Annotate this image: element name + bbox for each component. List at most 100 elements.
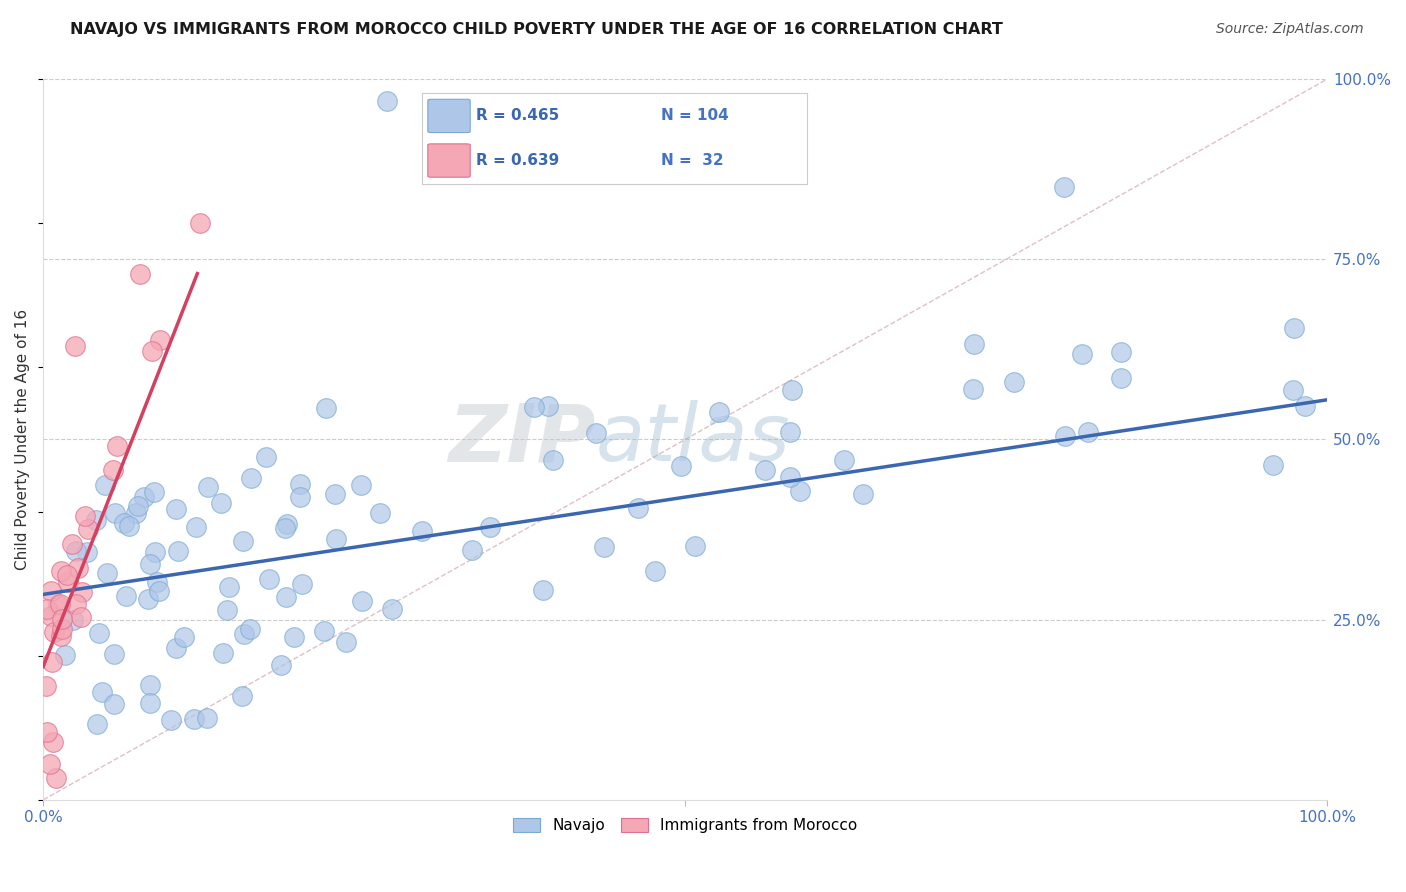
Point <box>139 557 162 571</box>
Point <box>1053 180 1076 194</box>
Point <box>69 609 91 624</box>
Point <box>288 491 311 505</box>
Point <box>335 635 357 649</box>
Text: NAVAJO VS IMMIGRANTS FROM MOROCCO CHILD POVERTY UNDER THE AGE OF 16 CORRELATION : NAVAJO VS IMMIGRANTS FROM MOROCCO CHILD … <box>70 22 1002 37</box>
Point <box>51 611 73 625</box>
Point <box>148 583 170 598</box>
Point <box>669 459 692 474</box>
Point <box>142 484 165 499</box>
Point <box>239 623 262 637</box>
Legend: Navajo, Immigrants from Morocco: Navajo, Immigrants from Morocco <box>506 812 863 839</box>
Point <box>136 591 159 606</box>
Point <box>132 490 155 504</box>
Point <box>541 452 564 467</box>
Point <box>232 627 254 641</box>
Point <box>65 339 87 353</box>
Point <box>1282 321 1305 335</box>
Point <box>411 524 433 539</box>
Point <box>593 540 616 554</box>
Point <box>231 689 253 703</box>
Point <box>84 513 107 527</box>
Point <box>644 565 666 579</box>
Point <box>349 477 371 491</box>
Point <box>461 543 484 558</box>
Point <box>118 519 141 533</box>
Point <box>291 577 314 591</box>
Point <box>325 532 347 546</box>
Point <box>276 516 298 531</box>
Point <box>56 567 79 582</box>
Point <box>65 543 87 558</box>
Point <box>125 506 148 520</box>
Point <box>488 101 510 115</box>
Point <box>352 594 374 608</box>
Y-axis label: Child Poverty Under the Age of 16: Child Poverty Under the Age of 16 <box>15 309 30 570</box>
Point <box>183 712 205 726</box>
Point <box>707 405 730 419</box>
Point <box>218 580 240 594</box>
Point <box>48 597 70 611</box>
Point <box>1053 429 1076 443</box>
Point <box>288 476 311 491</box>
Point <box>259 572 281 586</box>
Point <box>1109 344 1132 359</box>
Point <box>195 711 218 725</box>
Point <box>60 537 83 551</box>
Point <box>537 400 560 414</box>
Point <box>215 603 238 617</box>
Point <box>523 400 546 414</box>
Point <box>103 463 125 477</box>
Point <box>138 678 160 692</box>
Point <box>370 506 392 520</box>
Point <box>240 471 263 485</box>
Point <box>96 566 118 580</box>
Point <box>685 539 707 553</box>
Point <box>143 545 166 559</box>
Point <box>48 599 70 613</box>
Point <box>312 624 335 638</box>
Point <box>585 425 607 440</box>
Point <box>627 500 650 515</box>
Point <box>75 509 97 524</box>
Point <box>76 522 98 536</box>
Point <box>93 477 115 491</box>
Point <box>254 450 277 464</box>
Point <box>127 500 149 514</box>
Point <box>852 487 875 501</box>
Point <box>76 545 98 559</box>
Point <box>188 216 211 230</box>
Point <box>1077 425 1099 440</box>
Point <box>478 520 501 534</box>
Point <box>1282 383 1305 397</box>
Point <box>1294 400 1316 414</box>
Point <box>103 697 125 711</box>
Point <box>45 771 67 785</box>
Point <box>104 506 127 520</box>
Point <box>197 480 219 494</box>
Point <box>323 486 346 500</box>
Point <box>211 647 233 661</box>
Point <box>165 502 187 516</box>
Point <box>780 383 803 397</box>
Point <box>70 584 93 599</box>
Point <box>160 713 183 727</box>
Point <box>209 496 232 510</box>
Point <box>165 640 187 655</box>
Point <box>167 543 190 558</box>
Point <box>115 589 138 603</box>
Point <box>44 624 66 639</box>
Point <box>39 584 62 599</box>
Point <box>86 717 108 731</box>
Point <box>87 626 110 640</box>
Point <box>1261 458 1284 473</box>
Point <box>42 735 65 749</box>
Point <box>1002 375 1025 389</box>
Point <box>103 647 125 661</box>
Point <box>186 520 208 534</box>
Text: ZIP: ZIP <box>449 401 595 478</box>
Point <box>754 463 776 477</box>
Point <box>962 382 984 396</box>
Point <box>789 484 811 499</box>
Text: atlas: atlas <box>595 401 790 478</box>
Point <box>832 452 855 467</box>
